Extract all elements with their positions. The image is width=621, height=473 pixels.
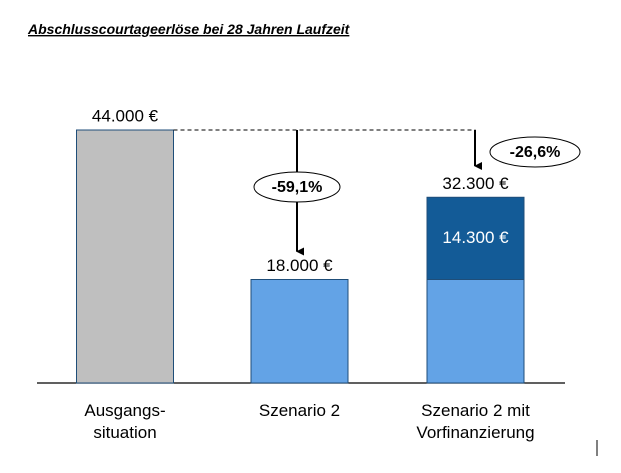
annotation: -26,6% [510, 144, 561, 161]
bar-segment [426, 196, 525, 280]
x-tick-label: Ausgangs-situation [84, 401, 165, 442]
annotation-bubble [489, 136, 581, 168]
x-tick-label: Szenario 2 mit Vorfinanzierung [416, 401, 534, 442]
total-label: 18.000 € [266, 256, 333, 275]
segment-label: 14.300 € [442, 228, 509, 247]
chart-title: Abschlusscourtageerlöse bei 28 Jahren La… [27, 21, 351, 37]
annotation-bubble [253, 171, 341, 203]
x-tick-label: Szenario 2 [259, 401, 340, 420]
bar-segment [76, 129, 174, 384]
annotation: -59,1% [272, 179, 323, 196]
total-label: 44.000 € [92, 106, 159, 125]
bar-segment [426, 279, 525, 384]
total-label: 32.300 € [442, 174, 509, 193]
bar-segment [250, 279, 349, 384]
